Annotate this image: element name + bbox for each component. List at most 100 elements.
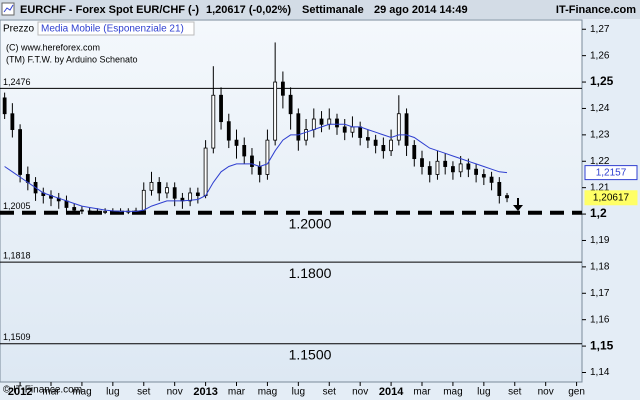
price-label-box <box>584 165 638 181</box>
candle-body <box>18 129 22 175</box>
candle-body <box>250 155 254 167</box>
legend-entry: Media Mobile (Esponenziale 21) <box>41 24 184 35</box>
candle-body <box>257 166 262 175</box>
candle-body <box>319 118 324 125</box>
candle-body <box>389 139 393 152</box>
chart-icon-line <box>3 4 14 13</box>
candle-body <box>72 207 77 211</box>
moving-average-line <box>4 123 508 212</box>
candle-body <box>381 145 386 152</box>
candle-body <box>396 113 401 141</box>
candle-body <box>157 181 162 194</box>
y-tick-label: 1,15 <box>590 338 614 352</box>
candle-body <box>203 147 208 196</box>
y-tick-label: 1,14 <box>590 367 610 378</box>
plot-area <box>0 19 583 383</box>
x-tick-label: mar <box>42 387 60 398</box>
candle-body <box>489 176 494 183</box>
x-tick-label: gen <box>568 387 585 398</box>
y-tick-label: 1,2 <box>590 206 607 220</box>
x-tick-label: 2014 <box>379 386 404 398</box>
quote: 1,20617 (-0,02%) <box>206 4 291 16</box>
candle-body <box>219 94 223 123</box>
candle-body <box>497 181 502 196</box>
x-tick-label: lug <box>477 387 490 398</box>
level-label: 1,1509 <box>3 332 31 342</box>
candle-body <box>103 211 108 213</box>
x-tick-label: mag <box>72 387 91 398</box>
y-tick-label: 1,16 <box>590 314 610 325</box>
candle-body <box>311 118 316 130</box>
level-label: 1,2005 <box>3 201 31 211</box>
candle-body <box>195 192 200 196</box>
candle-body <box>350 126 355 133</box>
candle-body <box>211 94 216 149</box>
candle-body <box>2 97 7 115</box>
level-caption: 1.1800 <box>289 265 332 281</box>
level-caption: 1.1500 <box>289 346 332 362</box>
candle-body <box>188 192 193 202</box>
annotation: (TM) F.T.W. by Arduino Schenato <box>6 54 138 64</box>
candle-body <box>443 160 448 167</box>
legend-box <box>37 21 195 36</box>
candle-body <box>296 113 301 141</box>
candle-body <box>342 126 347 133</box>
x-tick-label: lug <box>106 387 119 398</box>
candle-body <box>10 113 15 130</box>
level-label: 1,1818 <box>3 251 31 261</box>
candle-body <box>149 181 154 191</box>
datetime: 29 ago 2014 14:49 <box>374 4 468 16</box>
y-tick-label: 1,24 <box>590 103 610 114</box>
candle-body <box>226 121 231 141</box>
candle-body <box>427 166 432 175</box>
candle-body <box>242 145 247 157</box>
x-tick-label: nov <box>352 387 368 398</box>
candle-body <box>80 209 84 212</box>
candle-body <box>412 145 417 160</box>
candle-body <box>366 137 370 141</box>
annotation: (C) www.hereforex.com <box>6 42 100 52</box>
candle-body <box>141 189 146 212</box>
candle-body <box>435 160 440 175</box>
y-tick-label: 1,27 <box>590 24 610 35</box>
candle-body <box>280 81 285 96</box>
y-tick-label: 1,21 <box>590 182 610 193</box>
candle-body <box>87 210 92 213</box>
y-tick-label: 1,17 <box>590 288 610 299</box>
y-tick-label: 1,26 <box>590 50 610 61</box>
x-tick-label: mar <box>228 387 246 398</box>
candle-body <box>265 139 270 175</box>
x-tick-label: nov <box>538 387 554 398</box>
arrow <box>513 198 523 211</box>
symbol: EURCHF - Forex Spot EUR/CHF (-) <box>20 4 199 16</box>
level-caption: 1.2000 <box>289 215 332 231</box>
candle-body <box>451 166 455 173</box>
x-tick-label: 2013 <box>193 386 217 398</box>
period: Settimanale <box>302 4 364 16</box>
y-tick-label: 1,22 <box>590 156 610 167</box>
legend-entry: Prezzo <box>3 24 35 35</box>
candle-body <box>474 168 479 175</box>
candle-body <box>420 158 424 167</box>
candle-body <box>458 163 463 173</box>
candle-body <box>288 94 293 115</box>
candle-body <box>335 118 339 128</box>
x-tick-label: nov <box>167 387 183 398</box>
level-label: 1,2476 <box>3 77 31 87</box>
candle-body <box>172 187 177 199</box>
brand: IT-Finance.com <box>556 4 636 16</box>
candle-body <box>110 211 115 213</box>
y-tick-label: 1,18 <box>590 262 610 273</box>
candle-body <box>304 129 308 141</box>
candle-body <box>466 163 471 170</box>
y-tick-label: 1,25 <box>590 74 614 88</box>
candle-body <box>505 195 509 199</box>
y-tick-label: 1,19 <box>590 235 610 246</box>
header-bar <box>0 0 640 19</box>
candle-body <box>373 139 378 146</box>
x-tick-label: set <box>508 387 522 398</box>
price-label: 1,20617 <box>593 192 630 203</box>
x-tick-label: set <box>323 387 337 398</box>
price-label: 1,2157 <box>596 167 627 178</box>
